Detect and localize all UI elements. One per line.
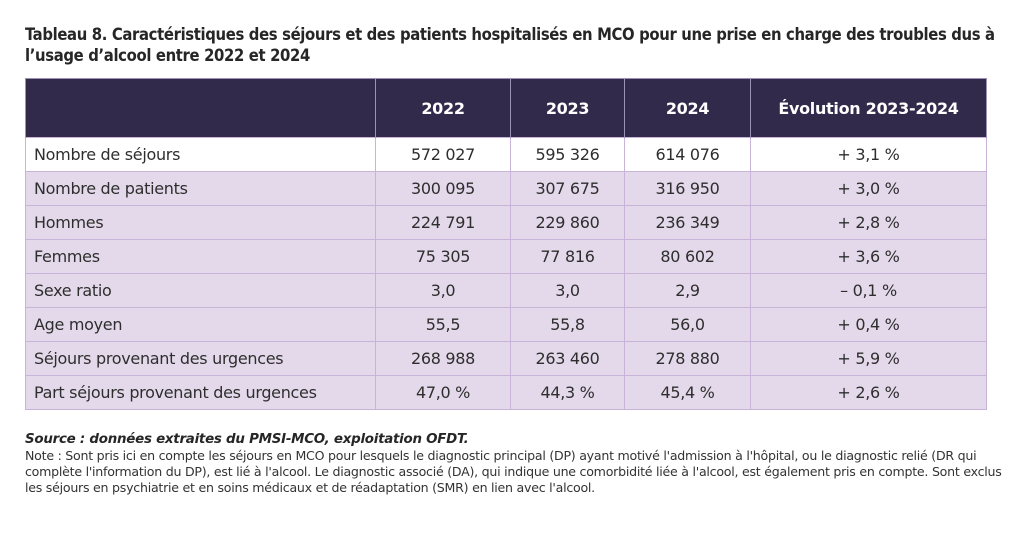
cell-2022: 300 095 [375, 171, 511, 206]
table-title: Tableau 8. Caractéristiques des séjours … [25, 25, 995, 65]
cell-2023: 44,3 % [510, 375, 625, 410]
cell-2022: 55,5 [375, 307, 511, 342]
row-label: Nombre de patients [25, 171, 376, 206]
cell-evolution: + 3,0 % [750, 171, 987, 206]
cell-2023: 595 326 [510, 137, 625, 172]
header-2022: 2022 [375, 78, 511, 138]
table-row: Sexe ratio 3,0 3,0 2,9 – 0,1 % [25, 273, 987, 308]
cell-2022: 3,0 [375, 273, 511, 308]
cell-2024: 56,0 [624, 307, 751, 342]
row-label: Sexe ratio [25, 273, 376, 308]
cell-2023: 307 675 [510, 171, 625, 206]
cell-2023: 55,8 [510, 307, 625, 342]
row-label: Femmes [25, 239, 376, 274]
cell-evolution: + 3,1 % [750, 137, 987, 172]
cell-evolution: + 2,8 % [750, 205, 987, 240]
cell-2023: 229 860 [510, 205, 625, 240]
cell-evolution: + 5,9 % [750, 341, 987, 376]
cell-2024: 278 880 [624, 341, 751, 376]
row-label: Hommes [25, 205, 376, 240]
cell-2024: 80 602 [624, 239, 751, 274]
table-row: Nombre de patients 300 095 307 675 316 9… [25, 171, 987, 206]
table-row: Nombre de séjours 572 027 595 326 614 07… [25, 137, 987, 172]
table-row: Séjours provenant des urgences 268 988 2… [25, 341, 987, 376]
data-table: 2022 2023 2024 Évolution 2023-2024 Nombr… [25, 78, 987, 410]
row-label: Age moyen [25, 307, 376, 342]
header-label-column [25, 78, 376, 138]
cell-2022: 47,0 % [375, 375, 511, 410]
cell-2024: 2,9 [624, 273, 751, 308]
cell-2024: 316 950 [624, 171, 751, 206]
cell-2023: 77 816 [510, 239, 625, 274]
cell-2022: 75 305 [375, 239, 511, 274]
header-2024: 2024 [624, 78, 751, 138]
cell-2022: 268 988 [375, 341, 511, 376]
cell-2023: 3,0 [510, 273, 625, 308]
row-label: Part séjours provenant des urgences [25, 375, 376, 410]
row-label: Nombre de séjours [25, 137, 376, 172]
table-row: Femmes 75 305 77 816 80 602 + 3,6 % [25, 239, 987, 274]
cell-2024: 236 349 [624, 205, 751, 240]
header-evolution: Évolution 2023-2024 [750, 78, 987, 138]
cell-evolution: + 2,6 % [750, 375, 987, 410]
cell-evolution: + 0,4 % [750, 307, 987, 342]
table-row: Hommes 224 791 229 860 236 349 + 2,8 % [25, 205, 987, 240]
cell-evolution: – 0,1 % [750, 273, 987, 308]
header-2023: 2023 [510, 78, 625, 138]
cell-2023: 263 460 [510, 341, 625, 376]
note-text: Note : Sont pris ici en compte les séjou… [25, 448, 1002, 495]
source-line: Source : données extraites du PMSI-MCO, … [25, 432, 469, 447]
table-row: Part séjours provenant des urgences 47,0… [25, 375, 987, 410]
cell-2022: 224 791 [375, 205, 511, 240]
cell-2022: 572 027 [375, 137, 511, 172]
cell-evolution: + 3,6 % [750, 239, 987, 274]
cell-2024: 614 076 [624, 137, 751, 172]
row-label: Séjours provenant des urgences [25, 341, 376, 376]
footnote: Source : données extraites du PMSI-MCO, … [25, 432, 1005, 496]
header-row: 2022 2023 2024 Évolution 2023-2024 [25, 78, 987, 138]
table-row: Age moyen 55,5 55,8 56,0 + 0,4 % [25, 307, 987, 342]
cell-2024: 45,4 % [624, 375, 751, 410]
